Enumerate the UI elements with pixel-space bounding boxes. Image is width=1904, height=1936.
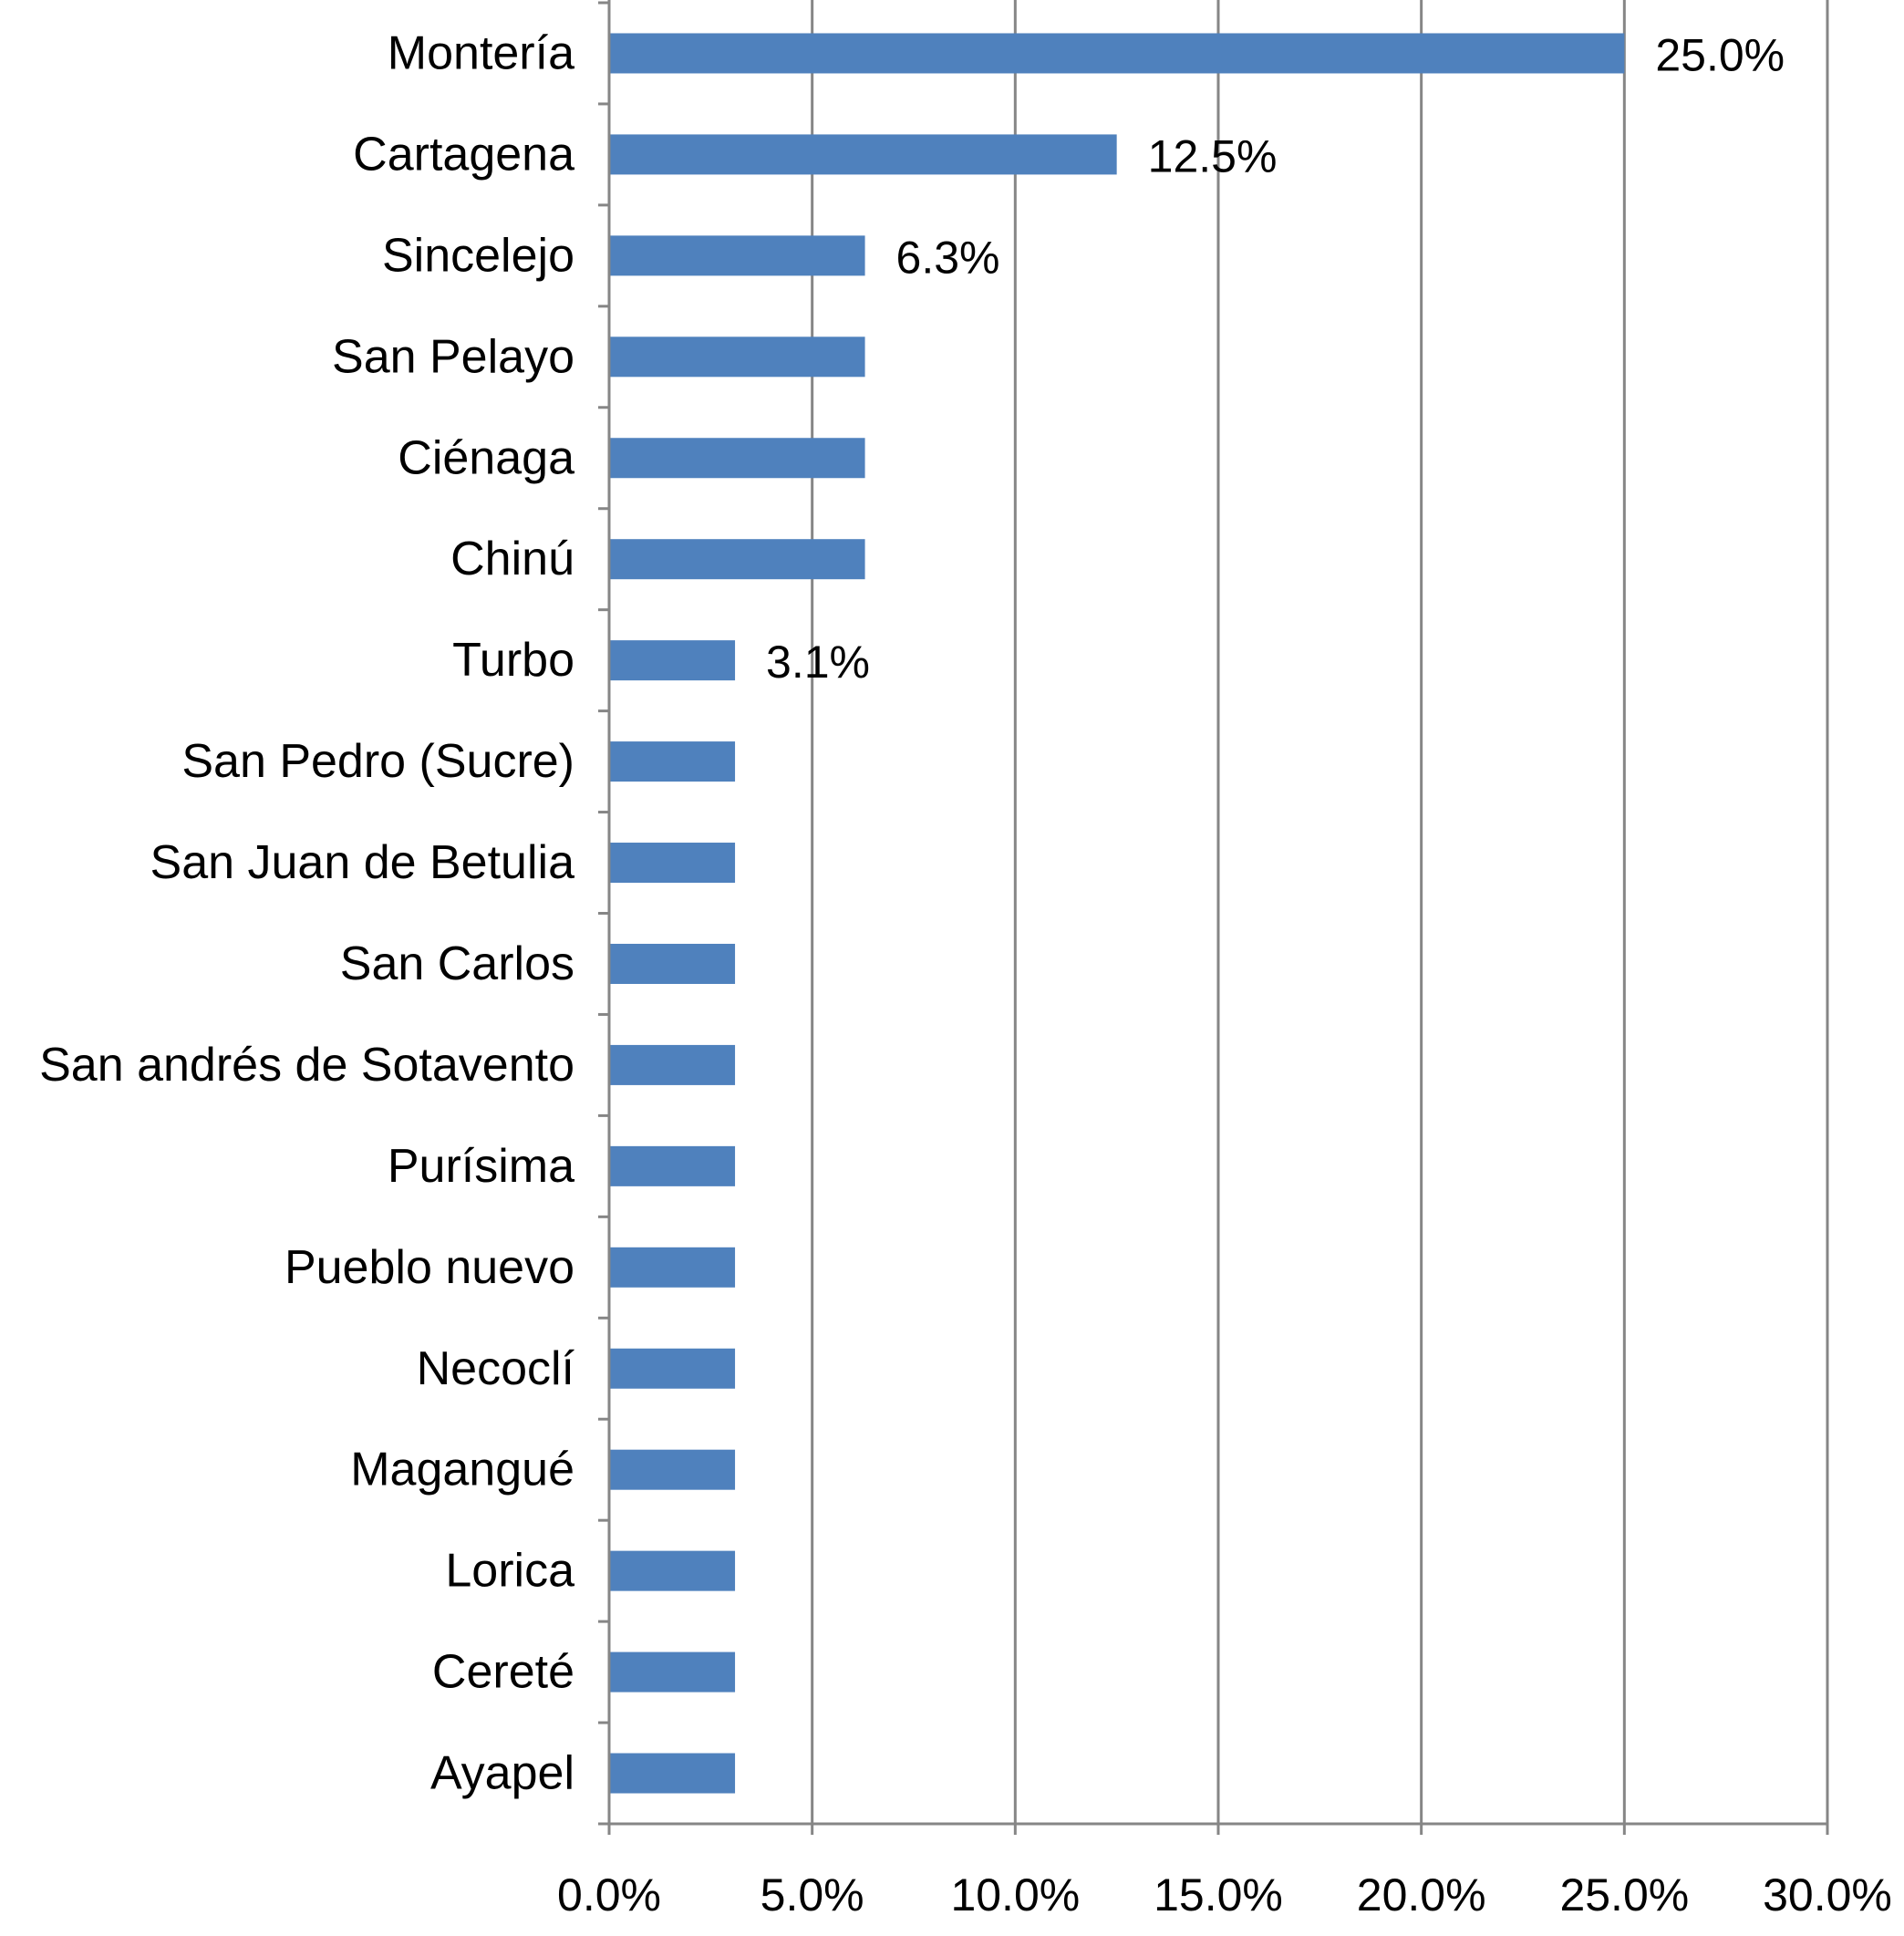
category-label: Sincelejo	[382, 229, 574, 282]
bar	[609, 33, 1625, 74]
data-label: 6.3%	[896, 232, 1000, 283]
category-label: Cartagena	[353, 128, 574, 181]
bar	[609, 943, 736, 984]
x-tick-label: 30.0%	[1763, 1869, 1892, 1920]
bar	[609, 1044, 736, 1085]
category-label: Cereté	[432, 1646, 574, 1699]
category-label: San Pedro (Sucre)	[181, 735, 574, 788]
category-label: Purísima	[388, 1140, 574, 1193]
bar	[609, 1348, 736, 1389]
x-tick-label: 20.0%	[1357, 1869, 1486, 1920]
bar	[609, 235, 865, 276]
x-tick-label: 25.0%	[1559, 1869, 1689, 1920]
category-label: Ayapel	[430, 1747, 574, 1800]
bar	[609, 1753, 736, 1794]
bar	[609, 741, 736, 782]
category-label: San Juan de Betulia	[150, 836, 575, 889]
category-label: Montería	[388, 26, 574, 79]
category-label: Magangué	[350, 1444, 574, 1496]
bar	[609, 134, 1117, 175]
bar	[609, 1145, 736, 1186]
bars	[609, 33, 1625, 1794]
bar	[609, 843, 736, 884]
category-label: Chinú	[450, 533, 574, 585]
category-label: Turbo	[452, 634, 574, 687]
category-label: Necoclí	[417, 1342, 575, 1395]
bar	[609, 438, 865, 479]
category-label: San Carlos	[340, 937, 574, 990]
gridlines	[811, 0, 1829, 1824]
category-label: Lorica	[445, 1545, 574, 1598]
axes	[598, 0, 1829, 1835]
x-tick-label: 0.0%	[557, 1869, 661, 1920]
category-label: San Pelayo	[332, 330, 574, 383]
bar	[609, 1247, 736, 1288]
x-tick-label: 5.0%	[761, 1869, 864, 1920]
bar	[609, 1651, 736, 1693]
x-tick-label: 10.0%	[950, 1869, 1080, 1920]
x-tick-labels: 0.0% 5.0% 10.0% 15.0% 20.0% 25.0% 30.0%	[557, 1869, 1892, 1920]
bar	[609, 1550, 736, 1591]
x-tick-label: 15.0%	[1154, 1869, 1283, 1920]
category-label: Ciénaga	[398, 431, 574, 484]
bar	[609, 336, 865, 378]
data-label: 3.1%	[766, 637, 870, 688]
bar	[609, 539, 865, 580]
category-label: San andrés de Sotavento	[39, 1039, 574, 1092]
bar	[609, 1449, 736, 1490]
category-labels: Montería Cartagena Sincelejo San Pelayo Cién…	[39, 26, 574, 1799]
data-label: 12.5%	[1148, 130, 1278, 181]
data-label: 25.0%	[1655, 29, 1785, 80]
bar	[609, 640, 736, 681]
category-label: Pueblo nuevo	[285, 1241, 574, 1294]
data-labels: 25.0% 12.5% 6.3% 3.1%	[766, 29, 1785, 688]
